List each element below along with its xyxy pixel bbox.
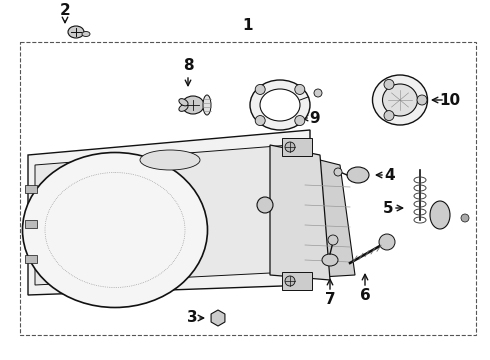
Polygon shape: [270, 145, 330, 280]
Ellipse shape: [260, 89, 300, 121]
Ellipse shape: [179, 99, 188, 106]
Circle shape: [314, 89, 322, 97]
Text: 2: 2: [60, 3, 71, 18]
Text: 10: 10: [440, 93, 461, 108]
Bar: [25, 220, 37, 228]
Circle shape: [257, 197, 273, 213]
Circle shape: [384, 111, 394, 121]
Polygon shape: [28, 130, 310, 295]
Polygon shape: [35, 145, 290, 285]
Text: 6: 6: [360, 288, 370, 302]
Ellipse shape: [430, 201, 450, 229]
Ellipse shape: [82, 32, 90, 36]
Circle shape: [379, 234, 395, 250]
Circle shape: [295, 116, 305, 126]
Circle shape: [417, 95, 427, 105]
Text: 1: 1: [243, 18, 253, 32]
Circle shape: [328, 235, 338, 245]
Circle shape: [295, 85, 305, 94]
Circle shape: [285, 142, 295, 152]
Ellipse shape: [250, 80, 310, 130]
Bar: [282, 138, 312, 156]
Bar: [25, 185, 37, 193]
Ellipse shape: [203, 95, 211, 115]
Text: 3: 3: [187, 310, 197, 325]
Bar: [282, 272, 312, 290]
Text: 4: 4: [385, 167, 395, 183]
Ellipse shape: [383, 84, 417, 116]
Ellipse shape: [68, 26, 84, 38]
Circle shape: [334, 168, 342, 176]
Text: 8: 8: [183, 58, 194, 72]
Circle shape: [255, 85, 265, 94]
Ellipse shape: [140, 150, 200, 170]
Ellipse shape: [372, 75, 427, 125]
Polygon shape: [300, 155, 355, 278]
Ellipse shape: [347, 167, 369, 183]
Bar: [25, 255, 37, 263]
Circle shape: [255, 116, 265, 126]
Polygon shape: [211, 310, 225, 326]
Circle shape: [285, 276, 295, 286]
Circle shape: [384, 80, 394, 89]
Circle shape: [461, 214, 469, 222]
Ellipse shape: [322, 254, 338, 266]
Ellipse shape: [182, 96, 204, 114]
Ellipse shape: [179, 104, 188, 111]
Ellipse shape: [23, 153, 207, 307]
Text: 9: 9: [310, 111, 320, 126]
Text: 7: 7: [325, 292, 335, 307]
Text: 5: 5: [383, 201, 393, 216]
